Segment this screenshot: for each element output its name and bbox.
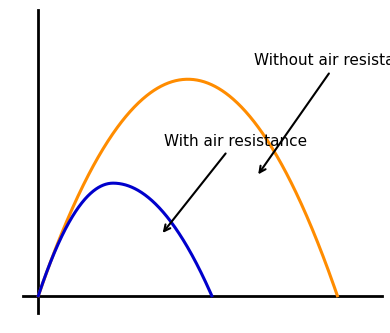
Text: With air resistance: With air resistance [164, 134, 307, 231]
Text: Without air resistance: Without air resistance [254, 53, 390, 172]
